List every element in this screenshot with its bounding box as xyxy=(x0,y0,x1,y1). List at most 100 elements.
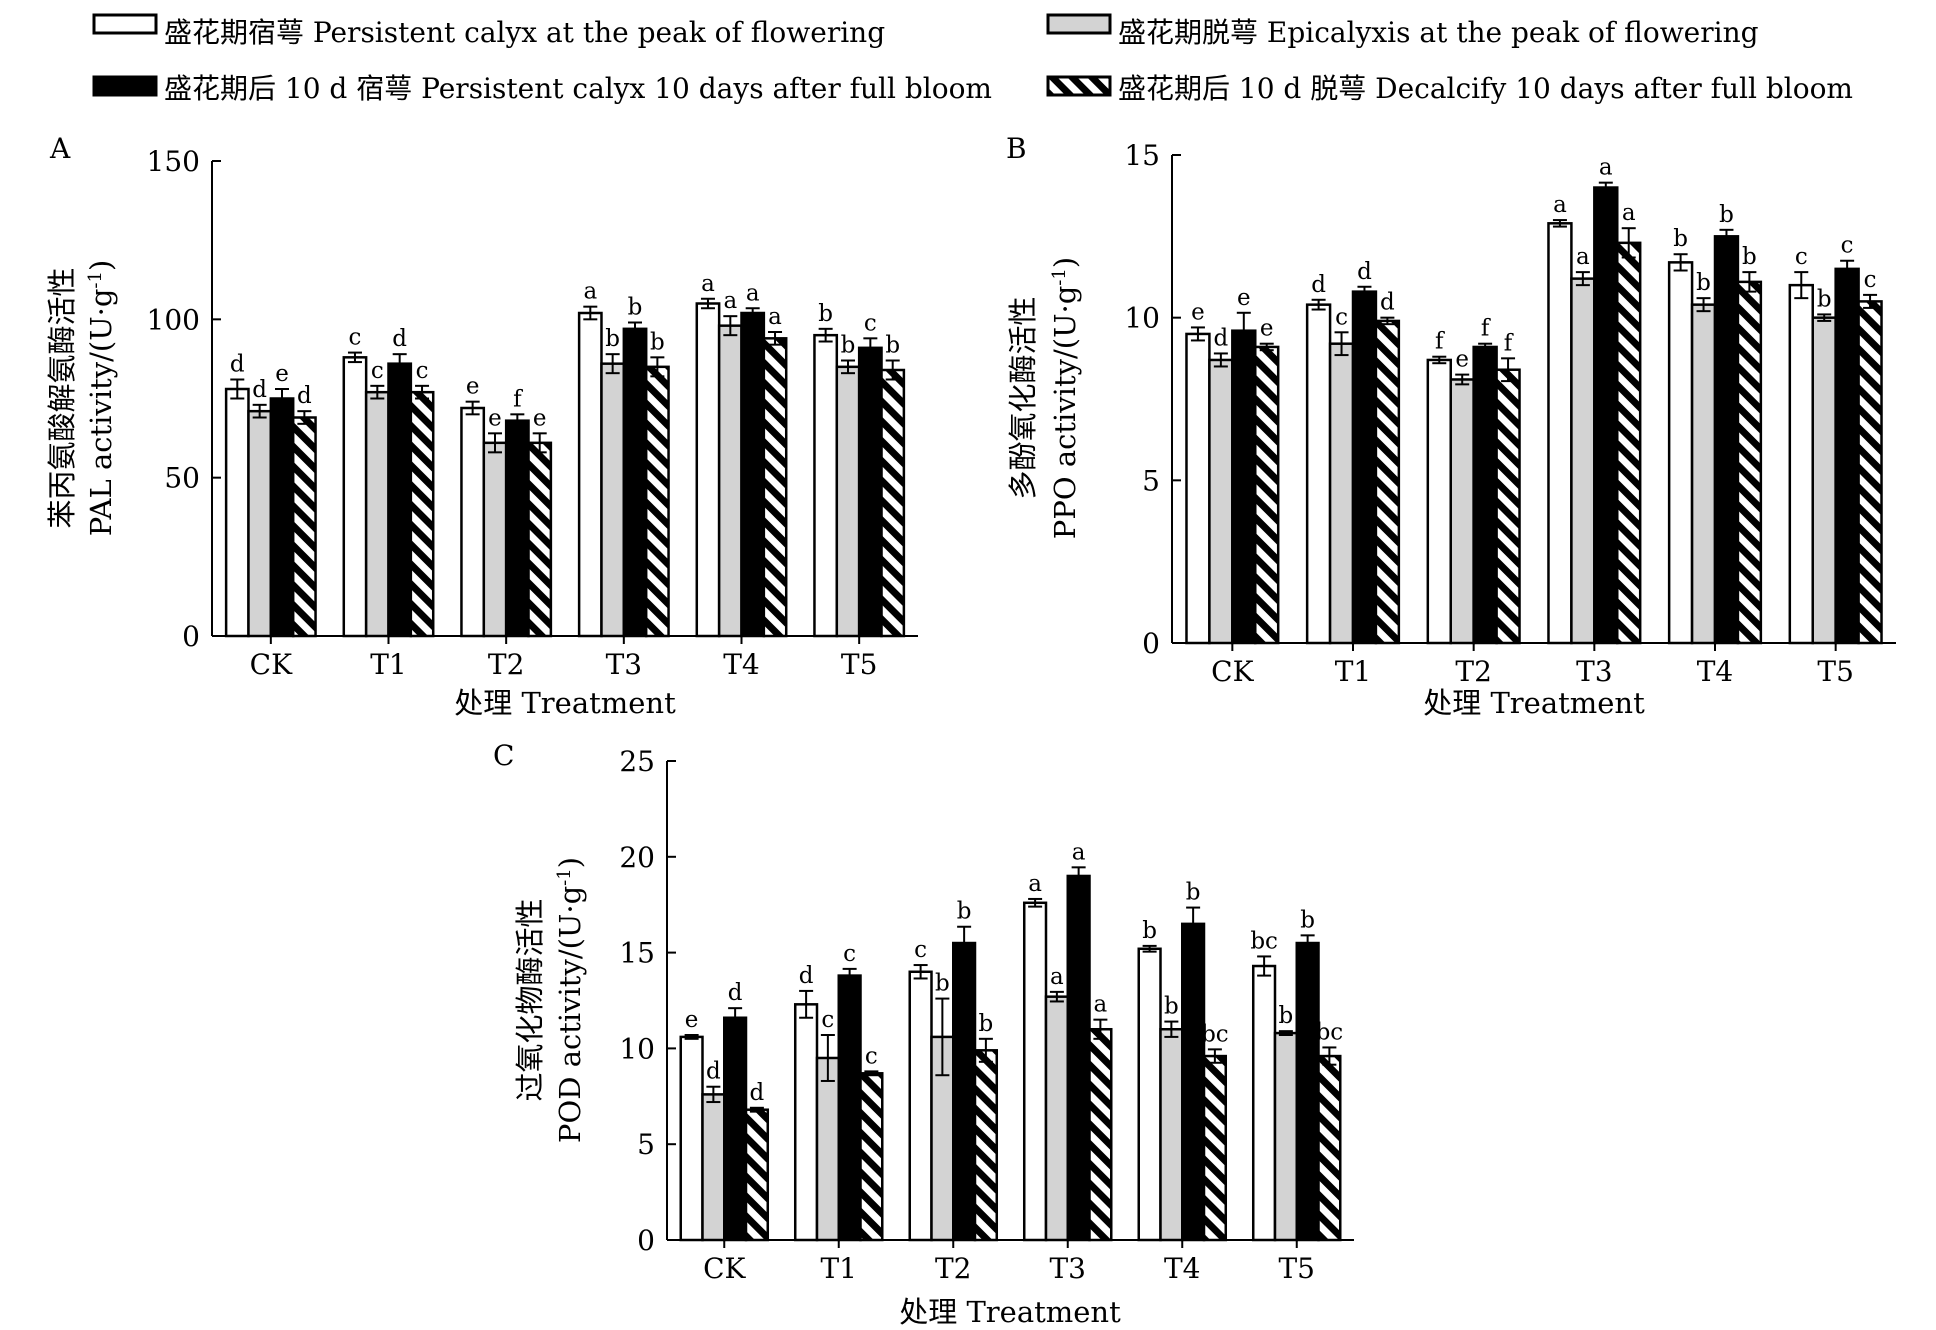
bar xyxy=(482,441,508,638)
significance-letter: a xyxy=(1072,839,1086,865)
bar xyxy=(1834,267,1860,645)
bar xyxy=(1593,186,1619,645)
y-axis-label: PPO activity/(U·g-1) xyxy=(1048,257,1082,539)
panel-label: A xyxy=(49,132,71,165)
bar xyxy=(695,302,721,638)
bar xyxy=(1351,290,1378,645)
significance-letter: d xyxy=(706,1059,721,1085)
bar xyxy=(1736,280,1763,645)
significance-letter: a xyxy=(1028,871,1042,897)
significance-letter: d xyxy=(1357,259,1372,285)
x-tick-label: CK xyxy=(1211,655,1254,688)
significance-letter: b xyxy=(1719,202,1734,228)
bar xyxy=(1254,345,1280,645)
significance-letter: c xyxy=(371,358,384,384)
bar xyxy=(1472,345,1498,645)
x-tick-label: T2 xyxy=(935,1252,972,1285)
y-tick-label: 50 xyxy=(164,462,200,495)
significance-letter: f xyxy=(1504,330,1514,356)
bar xyxy=(247,409,273,638)
bar xyxy=(859,1072,884,1242)
legend-item: 盛花期后 10 d 宿萼 Persistent calyx 10 days af… xyxy=(92,72,992,105)
bar xyxy=(908,970,933,1242)
y-tick-label: 150 xyxy=(147,145,200,178)
bar xyxy=(1449,378,1475,645)
significance-letter: d xyxy=(230,352,245,378)
y-tick-label: 20 xyxy=(619,841,655,874)
significance-letter: bc xyxy=(1250,928,1278,954)
bar xyxy=(269,397,295,638)
bar xyxy=(793,1003,819,1242)
y-axis-label: PAL activity/(U·g-1) xyxy=(84,260,118,537)
legend-label: 盛花期后 10 d 脱萼 Decalcify 10 days after ful… xyxy=(1118,72,1853,105)
bar xyxy=(1181,922,1206,1242)
bar xyxy=(600,362,626,638)
significance-letter: b xyxy=(628,295,643,321)
significance-letter: c xyxy=(349,325,362,351)
x-tick-label: T1 xyxy=(370,648,407,681)
bar xyxy=(679,1035,704,1242)
significance-letter: b xyxy=(650,329,665,355)
y-tick-label: 5 xyxy=(637,1128,655,1161)
significance-letter: c xyxy=(865,1043,878,1069)
bar xyxy=(1159,1027,1184,1242)
bar xyxy=(291,416,317,638)
x-tick-label: T4 xyxy=(723,648,760,681)
bar xyxy=(1616,241,1642,645)
significance-letter: b xyxy=(1300,907,1315,933)
y-tick-label: 100 xyxy=(147,303,200,336)
bar xyxy=(1570,277,1596,645)
bar xyxy=(1667,261,1694,645)
significance-letter: b xyxy=(979,1011,994,1037)
significance-letter: b xyxy=(957,899,972,925)
legend-item: 盛花期后 10 d 脱萼 Decalcify 10 days after ful… xyxy=(1046,72,1853,105)
y-axis-label: POD activity/(U·g-1) xyxy=(553,857,587,1143)
significance-letter: c xyxy=(864,310,877,336)
significance-letter: b xyxy=(1142,918,1157,944)
y-axis-label: 苯丙氨酸解氨酶活性 xyxy=(45,267,79,528)
significance-letter: a xyxy=(583,279,597,305)
bar xyxy=(577,311,603,638)
x-axis-label: 处理 Treatment xyxy=(454,686,676,720)
legend-swatch-hatch xyxy=(1046,75,1112,97)
x-tick-label: T3 xyxy=(1576,655,1613,688)
bar xyxy=(1066,874,1091,1242)
legend-label: 盛花期宿萼 Persistent calyx at the peak of fl… xyxy=(164,16,885,49)
significance-letter: b xyxy=(1817,286,1832,312)
significance-letter: d xyxy=(750,1080,765,1106)
x-tick-label: T5 xyxy=(1817,655,1854,688)
significance-letter: d xyxy=(392,326,407,352)
y-tick-label: 0 xyxy=(182,620,200,653)
bar xyxy=(1088,1027,1113,1242)
bar xyxy=(717,324,743,638)
significance-letter: f xyxy=(1435,329,1445,355)
bar xyxy=(815,1056,840,1242)
bar xyxy=(504,419,530,638)
bar xyxy=(835,365,861,638)
significance-letter: a xyxy=(701,271,715,297)
significance-letter: e xyxy=(488,405,502,431)
significance-letter: b xyxy=(841,333,856,359)
significance-letter: d xyxy=(297,383,312,409)
bar xyxy=(1495,368,1521,645)
bar xyxy=(644,365,670,638)
significance-letter: a xyxy=(746,280,760,306)
bar xyxy=(409,390,435,638)
y-tick-label: 10 xyxy=(1124,302,1160,335)
significance-letter: a xyxy=(1576,244,1590,270)
significance-letter: a xyxy=(1599,155,1613,181)
y-tick-label: 15 xyxy=(619,937,655,970)
significance-letter: e xyxy=(533,405,547,431)
x-tick-label: T3 xyxy=(1050,1252,1087,1285)
significance-letter: b xyxy=(1164,994,1179,1020)
significance-letter: d xyxy=(252,377,267,403)
bar xyxy=(1788,283,1814,645)
significance-letter: d xyxy=(799,963,814,989)
significance-letter: c xyxy=(416,358,429,384)
significance-letter: b xyxy=(605,326,620,352)
bar xyxy=(1547,222,1573,645)
significance-letter: bc xyxy=(1316,1019,1344,1045)
